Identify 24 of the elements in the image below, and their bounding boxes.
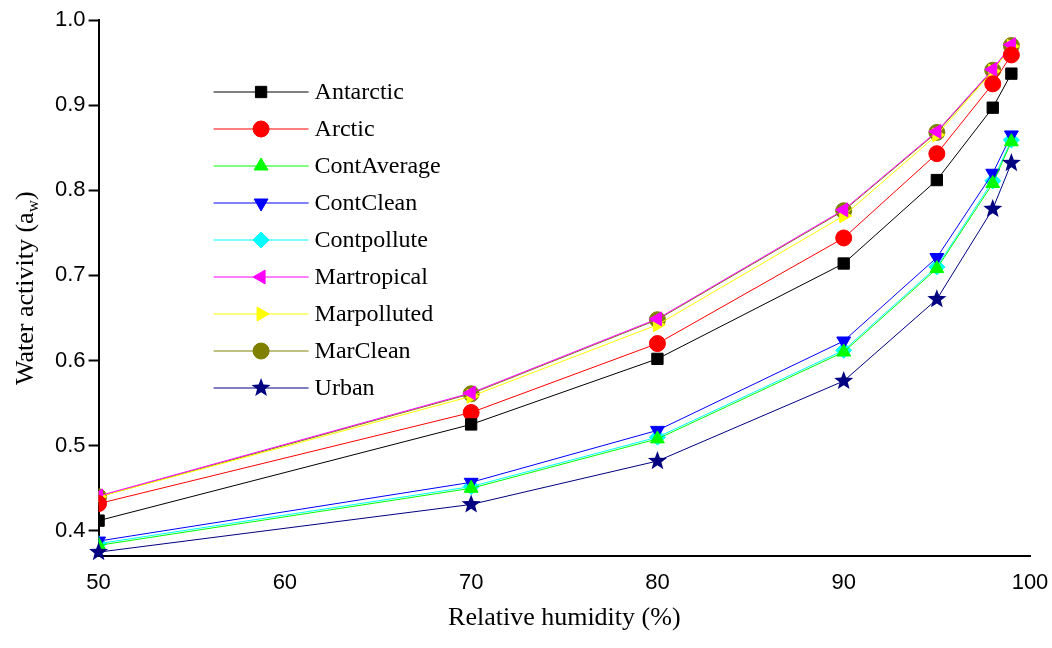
y-tick-label: 0.8 [54,176,86,202]
x-tick-label: 80 [645,568,670,594]
y-tick-label: 0.9 [54,91,86,117]
legend-label: MarClean [314,337,411,364]
legend-label: Contpollute [314,226,428,253]
x-tick-label: 70 [458,568,484,594]
x-tick-label: 50 [86,568,111,594]
legend-label: ContAverage [314,152,441,179]
y-tick-label: 0.5 [54,431,86,457]
legend-label: Arctic [314,115,375,142]
legend-label: Martropical [314,263,429,290]
y-tick-label: 1.0 [54,6,86,32]
legend-label: Urban [314,374,375,401]
y-tick-label: 0.7 [54,261,86,287]
legend-label: Marpolluted [314,300,434,327]
x-tick-label: 60 [272,568,298,594]
x-axis-title: Relative humidity (%) [448,602,681,632]
y-axis-title: Water activity (aw) [10,191,42,385]
legend-label: ContClean [314,189,418,216]
x-tick-label: 100 [1011,568,1049,594]
legend-label: Antarctic [314,78,404,105]
x-tick-label: 90 [831,568,856,594]
y-tick-label: 0.4 [54,516,86,542]
y-tick-label: 0.6 [54,346,86,372]
